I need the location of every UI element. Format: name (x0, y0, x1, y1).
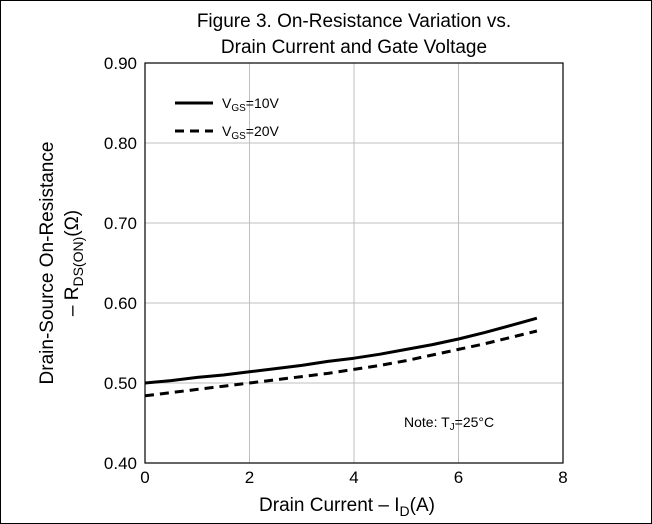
y-tick-label: 0.70 (104, 214, 137, 233)
series-layer (144, 316, 538, 398)
y-tick-label: 0.50 (104, 374, 137, 393)
x-tick-label: 6 (454, 468, 463, 487)
grid-lines (144, 62, 564, 464)
chart-title: Figure 3. On-Resistance Variation vs. (197, 11, 511, 32)
x-tick-label: 8 (558, 468, 567, 487)
legend-label-vgs20: VGS=20V (222, 123, 280, 142)
legend-label-vgs10: VGS=10V (222, 95, 280, 114)
tick-labels: 0 2 4 6 8 0.40 0.50 0.60 0.70 0.80 0.90 (104, 54, 568, 487)
legend: VGS=10V VGS=20V (175, 95, 280, 142)
x-tick-label: 2 (245, 468, 254, 487)
y-tick-label: 0.90 (104, 54, 137, 73)
series-line-vgs10 (144, 316, 538, 385)
y-tick-label: 0.40 (104, 454, 137, 473)
x-tick-label: 0 (140, 468, 149, 487)
y-axis-label-line1: Drain-Source On-Resistance (37, 142, 58, 385)
x-axis-label: Drain Current – ID(A) (259, 495, 435, 519)
chart-subtitle: Drain Current and Gate Voltage (221, 37, 487, 58)
y-tick-label: 0.80 (104, 134, 137, 153)
series-line-vgs20 (144, 329, 538, 398)
x-tick-label: 4 (349, 468, 358, 487)
note-annotation: Note: TJ=25°C (404, 414, 494, 433)
y-tick-label: 0.60 (104, 294, 137, 313)
y-axis-label-line2: – RDS(ON)(Ω) (62, 210, 86, 316)
plot-frame (144, 62, 564, 464)
